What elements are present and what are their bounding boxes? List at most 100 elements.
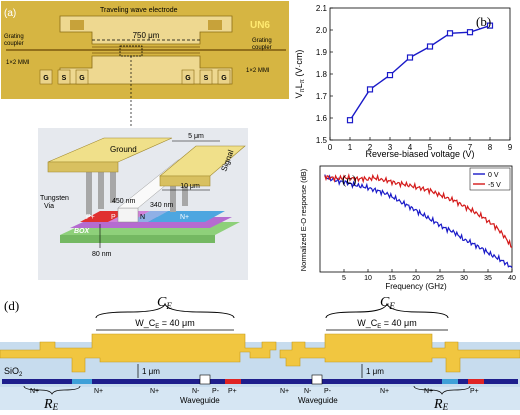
re-subscript: E xyxy=(52,402,59,410)
contact-region-right xyxy=(442,379,458,384)
y-tick-label: 1.7 xyxy=(316,92,328,101)
data-point xyxy=(346,117,354,124)
y-tick-label: 1.8 xyxy=(316,70,328,79)
width-450-label: 450 nm xyxy=(112,198,136,205)
n-region xyxy=(130,211,168,222)
chart-c-series xyxy=(324,173,513,269)
grating-right-line1: Grating xyxy=(252,38,272,44)
panel-a-label: (a) xyxy=(4,8,16,19)
y-tick-label: 2.0 xyxy=(316,26,328,35)
n-plus-label: N+ xyxy=(180,214,189,221)
pad-label: G xyxy=(79,75,85,82)
x-tick-label: 7 xyxy=(468,143,473,152)
waveguide-rib-left xyxy=(199,374,211,385)
rib-front xyxy=(117,207,139,223)
re-label-right: RE xyxy=(433,397,449,410)
n-plus-label: N+ xyxy=(424,388,433,395)
panel-d-label: (d) xyxy=(4,298,19,313)
ce-brace-right xyxy=(325,302,449,319)
width-label-left: W_CE = 40 μm xyxy=(135,318,194,330)
y-tick-label: 1.6 xyxy=(316,114,328,123)
n-plus-label: N+ xyxy=(150,388,159,395)
ce-letter: C xyxy=(157,295,167,310)
signal-width-label: 10 μm xyxy=(180,183,200,190)
series-line xyxy=(349,24,491,121)
p-minus-label: P- xyxy=(324,388,332,395)
n-plus-label: N+ xyxy=(380,388,389,395)
x-tick-label: 1 xyxy=(348,143,353,152)
x-tick-label: 35 xyxy=(484,275,492,282)
data-point xyxy=(386,71,394,79)
pad-label: G xyxy=(43,75,49,82)
width-value: = 40 μm xyxy=(159,318,194,328)
waveguide-label-right: Waveguide xyxy=(298,396,338,405)
re-brace-right xyxy=(413,385,471,395)
data-point xyxy=(426,43,434,50)
pad-label: G xyxy=(185,75,191,82)
width-value: = 40 μm xyxy=(381,318,416,328)
n-minus-label: N- xyxy=(304,388,312,395)
data-point xyxy=(466,29,474,36)
ylabel-sub1: π xyxy=(300,88,306,92)
pad-g-left-2 xyxy=(75,69,89,85)
x-tick-label: 2 xyxy=(368,143,373,152)
p-plus-label: P+ xyxy=(86,214,95,221)
chip-photo: G S G G S G 750 μm Traveling wave electr… xyxy=(1,1,289,99)
pad-label: S xyxy=(204,75,209,82)
top-electrode xyxy=(59,15,233,45)
top-pad-right xyxy=(208,20,222,30)
pad-label: S xyxy=(62,75,67,82)
x-tick-label: 25 xyxy=(436,275,444,282)
chart-b-plot-area xyxy=(329,7,511,141)
right-metal-electrode xyxy=(279,333,520,373)
ylabel-l: L xyxy=(294,83,304,88)
signal-electrode-front xyxy=(159,175,211,187)
chart-c-xlabel: Frequency (GHz) xyxy=(385,282,447,291)
x-tick-label: 10 xyxy=(364,275,372,282)
re-brace-left xyxy=(23,385,81,395)
p-plus-left-strip xyxy=(225,379,241,384)
via xyxy=(86,170,92,215)
data-point xyxy=(486,22,494,29)
ce-brace-left xyxy=(95,302,235,319)
pad-g-right-1 xyxy=(181,69,195,85)
n-minus-label: N- xyxy=(192,388,200,395)
re-label-left: RE xyxy=(43,397,59,410)
re-letter: R xyxy=(433,397,443,410)
waveguide-label-left: Waveguide xyxy=(180,396,220,405)
x-tick-label: 9 xyxy=(508,143,513,152)
p-plus-region xyxy=(80,211,130,222)
electrode-label: Traveling wave electrode xyxy=(100,7,178,14)
pad-s-right xyxy=(199,69,213,85)
re-subscript: E xyxy=(442,402,449,410)
via-label-line2: Via xyxy=(44,203,54,210)
top-pad-left xyxy=(70,20,84,30)
width-label-right: W_CE = 40 μm xyxy=(357,318,416,330)
cross-section-3d: Ground Signal 5 μm 10 μm Tungsten Via P+… xyxy=(38,128,248,280)
contact-region-left xyxy=(72,379,92,384)
grating-left-line2: coupler xyxy=(4,41,24,47)
p-label: P xyxy=(111,214,116,221)
p-plus-label: P+ xyxy=(470,388,479,395)
mmi-left-label: 1×2 MMI xyxy=(6,60,30,66)
x-tick-label: 40 xyxy=(508,275,516,282)
ce-subscript: E xyxy=(388,301,395,311)
y-tick-label: 1.9 xyxy=(316,48,328,57)
re-letter: R xyxy=(43,397,53,410)
panel-c-label: (c) xyxy=(342,172,356,187)
chart-c-ylabel: Normalized E-O response (dB) xyxy=(299,168,308,271)
height-340-label: 340 nm xyxy=(150,202,174,209)
series-line xyxy=(324,174,513,269)
x-tick-label: 8 xyxy=(488,143,493,152)
chart-c: 5 10 15 20 25 30 35 40 (c) 0 V -5 V Frequency (… xyxy=(299,165,516,291)
p-plus-label: P+ xyxy=(228,388,237,395)
x-tick-label: 5 xyxy=(428,143,433,152)
via xyxy=(170,170,176,212)
via xyxy=(98,164,104,209)
series-line xyxy=(324,173,513,248)
via xyxy=(110,158,116,203)
data-point xyxy=(366,86,374,93)
waveguide-rib-right xyxy=(311,374,323,385)
panel-d-graphic: CE CE W_CE = 40 μm W_CE = 40 μm 1 μm 1 μ… xyxy=(0,292,520,412)
pad-g-left-1 xyxy=(39,69,53,85)
